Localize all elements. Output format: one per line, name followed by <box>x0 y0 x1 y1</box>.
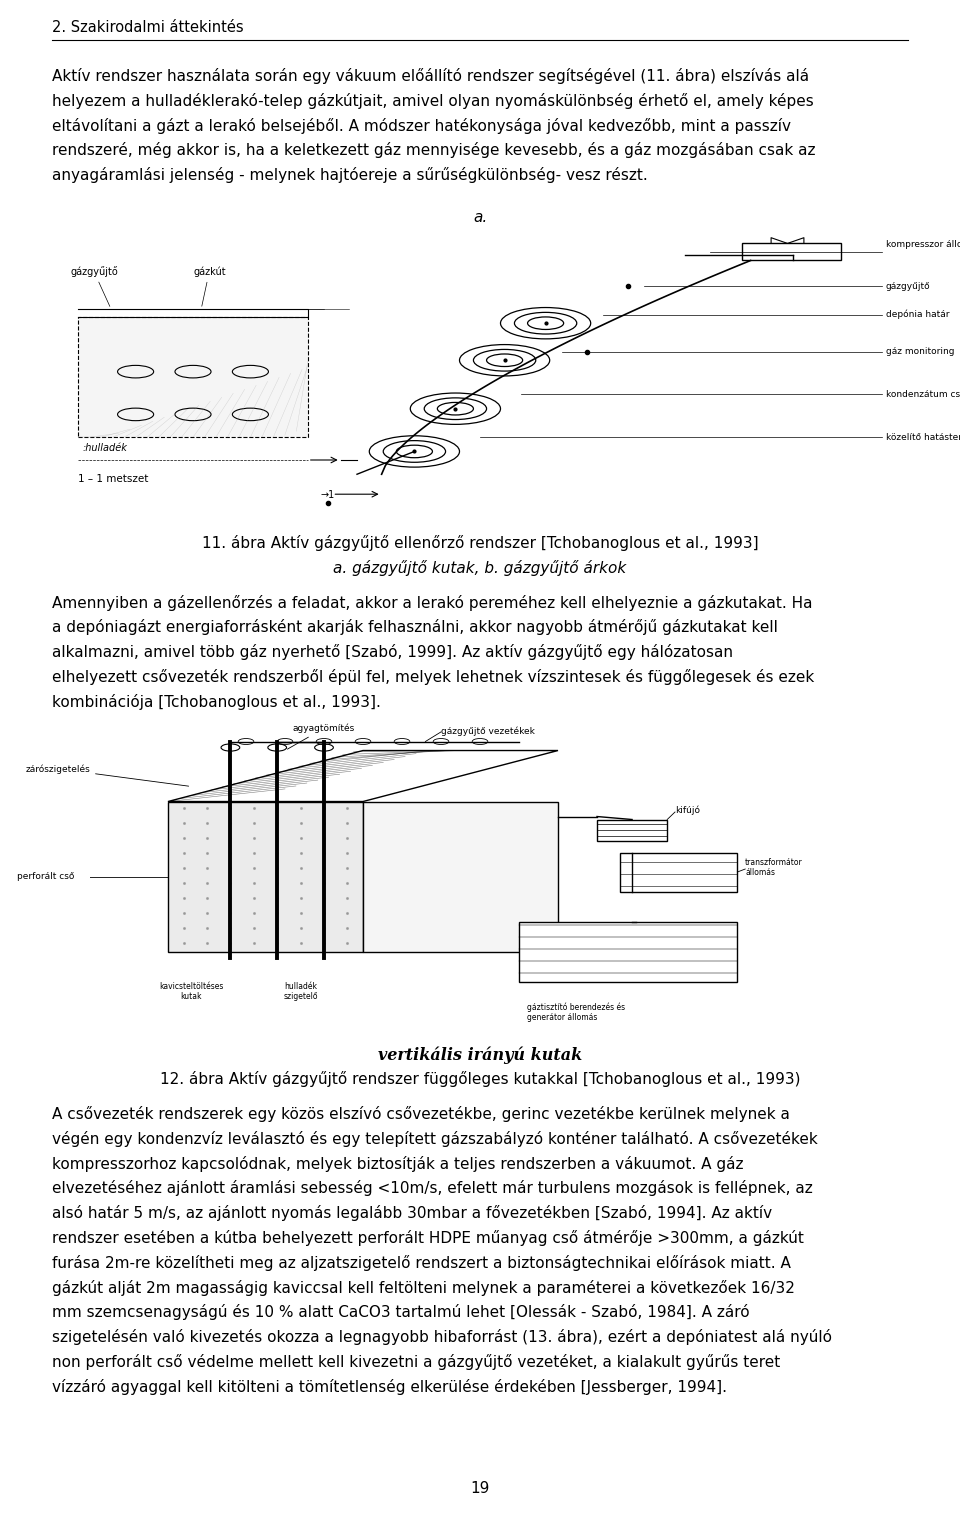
Polygon shape <box>168 802 363 952</box>
Text: Aktív rendszer használata során egy vákuum előállító rendszer segítségével (11. : Aktív rendszer használata során egy váku… <box>52 68 809 83</box>
Text: szigetelésén való kivezetés okozza a legnagyobb hibaforrást (13. ábra), ezért a : szigetelésén való kivezetés okozza a leg… <box>52 1330 832 1345</box>
FancyBboxPatch shape <box>519 922 737 981</box>
Text: végén egy kondenzvíz leválasztó és egy telepített gázszabályzó konténer találhat: végén egy kondenzvíz leválasztó és egy t… <box>52 1131 818 1146</box>
Text: rendszer esetében a kútba behelyezett perforált HDPE műanyag cső átmérője >300mm: rendszer esetében a kútba behelyezett pe… <box>52 1229 804 1246</box>
Text: helyezem a hulladéklerakó-telep gázkútjait, amivel olyan nyomáskülönbség érhető : helyezem a hulladéklerakó-telep gázkútja… <box>52 92 814 109</box>
Text: anyagáramlási jelenség - melynek hajtóereje a sűrűségkülönbség- vesz részt.: anyagáramlási jelenség - melynek hajtóer… <box>52 167 648 183</box>
Text: A csővezeték rendszerek egy közös elszívó csővezetékbe, gerinc vezetékbe kerülne: A csővezeték rendszerek egy közös elszív… <box>52 1107 790 1122</box>
Text: gázgyűjtő: gázgyűjtő <box>70 265 118 306</box>
Text: furása 2m-re közelítheti meg az aljzatszigetelő rendszert a biztonságtechnikai e: furása 2m-re közelítheti meg az aljzatsz… <box>52 1255 791 1270</box>
Text: gáz monitoring  kutak: gáz monitoring kutak <box>886 347 960 356</box>
Text: vertikális irányú kutak: vertikális irányú kutak <box>378 1046 582 1064</box>
Text: kavicsteltöltéses
kutak: kavicsteltöltéses kutak <box>159 981 224 1001</box>
Text: kondenzátum csapda: kondenzátum csapda <box>886 390 960 399</box>
Text: közelítő hatásterület: közelítő hatásterület <box>886 432 960 441</box>
Text: eltávolítani a gázt a lerakó belsejéből. A módszer hatékonysága jóval kedvezőbb,: eltávolítani a gázt a lerakó belsejéből.… <box>52 118 791 133</box>
Text: 2. Szakirodalmi áttekintés: 2. Szakirodalmi áttekintés <box>52 20 244 35</box>
Text: 1 – 1 metszet: 1 – 1 metszet <box>78 475 149 484</box>
Text: elvezetéséhez ajánlott áramlási sebesség <10m/s, efelett már turbulens mozgások : elvezetéséhez ajánlott áramlási sebesség… <box>52 1181 813 1196</box>
Text: elhelyezett csővezeték rendszerből épül fel, melyek lehetnek vízszintesek és füg: elhelyezett csővezeték rendszerből épül … <box>52 669 814 685</box>
Text: hulladék
szigetelő: hulladék szigetelő <box>283 981 318 1001</box>
FancyBboxPatch shape <box>742 244 841 261</box>
FancyBboxPatch shape <box>620 852 737 891</box>
Text: zárószigetelés: zárószigetelés <box>25 764 189 787</box>
Polygon shape <box>363 802 558 952</box>
Text: 12. ábra Aktív gázgyűjtő rendszer függőleges kutakkal [Tchobanoglous et al., 199: 12. ábra Aktív gázgyűjtő rendszer függől… <box>159 1072 801 1087</box>
Text: 19: 19 <box>470 1481 490 1496</box>
Text: a. gázgyűjtő kutak, b. gázgyűjtő árkok: a. gázgyűjtő kutak, b. gázgyűjtő árkok <box>333 559 627 576</box>
Text: :hulladék: :hulladék <box>83 443 127 453</box>
Text: alkalmazni, amivel több gáz nyerhető [Szabó, 1999]. Az aktív gázgyűjtő egy hálóz: alkalmazni, amivel több gáz nyerhető [Sz… <box>52 644 733 659</box>
Text: kompresszorhoz kapcsolódnak, melyek biztosítják a teljes rendszerben a vákuumot.: kompresszorhoz kapcsolódnak, melyek bizt… <box>52 1155 743 1172</box>
Text: gázgyűjtő: gázgyűjtő <box>886 282 930 291</box>
FancyBboxPatch shape <box>78 317 308 437</box>
Text: vízzáró agyaggal kell kitölteni a tömítetlenség elkerülése érdekében [Jessberger: vízzáró agyaggal kell kitölteni a tömíte… <box>52 1380 727 1395</box>
Text: gázkút: gázkút <box>193 267 226 306</box>
Text: agyagtömítés: agyagtömítés <box>287 723 355 749</box>
Text: kombinációja [Tchobanoglous et al., 1993].: kombinációja [Tchobanoglous et al., 1993… <box>52 694 381 709</box>
Text: a.: a. <box>473 211 487 224</box>
Text: mm szemcsenagyságú és 10 % alatt CaCO3 tartalmú lehet [Olessák - Szabó, 1984]. A: mm szemcsenagyságú és 10 % alatt CaCO3 t… <box>52 1304 750 1320</box>
Text: kompresszor állomás: kompresszor állomás <box>886 241 960 249</box>
Text: →1: →1 <box>320 491 334 500</box>
Text: 11. ábra Aktív gázgyűjtő ellenőrző rendszer [Tchobanoglous et al., 1993]: 11. ábra Aktív gázgyűjtő ellenőrző rends… <box>202 535 758 550</box>
Text: gázgyűjtő vezetékek: gázgyűjtő vezetékek <box>441 726 535 735</box>
Text: rendszeré, még akkor is, ha a keletkezett gáz mennyisége kevesebb, és a gáz mozg: rendszeré, még akkor is, ha a keletkezet… <box>52 143 815 158</box>
Text: Amennyiben a gázellenőrzés a feladat, akkor a lerakó pereméhez kell elhelyeznie : Amennyiben a gázellenőrzés a feladat, ak… <box>52 594 812 611</box>
Text: gázkút alját 2m magasságig kaviccsal kell feltölteni melynek a paraméterei a köv: gázkút alját 2m magasságig kaviccsal kel… <box>52 1280 795 1296</box>
Text: a depóniagázt energiaforrásként akarják felhasználni, akkor nagyobb átmérőjű gáz: a depóniagázt energiaforrásként akarják … <box>52 620 778 635</box>
Text: transzformátor
állomás: transzformátor állomás <box>745 858 803 878</box>
Text: kifújó: kifújó <box>675 807 700 816</box>
Polygon shape <box>168 750 558 802</box>
Text: non perforált cső védelme mellett kell kivezetni a gázgyűjtő vezetéket, a kialak: non perforált cső védelme mellett kell k… <box>52 1354 780 1370</box>
FancyBboxPatch shape <box>597 820 667 840</box>
Text: perforált cső: perforált cső <box>17 872 75 881</box>
Text: depónia határ: depónia határ <box>886 309 949 320</box>
Text: alsó határ 5 m/s, az ajánlott nyomás legalább 30mbar a fővezetékben [Szabó, 1994: alsó határ 5 m/s, az ajánlott nyomás leg… <box>52 1205 772 1222</box>
Text: gáztisztító berendezés és
generátor állomás: gáztisztító berendezés és generátor állo… <box>527 1002 625 1022</box>
